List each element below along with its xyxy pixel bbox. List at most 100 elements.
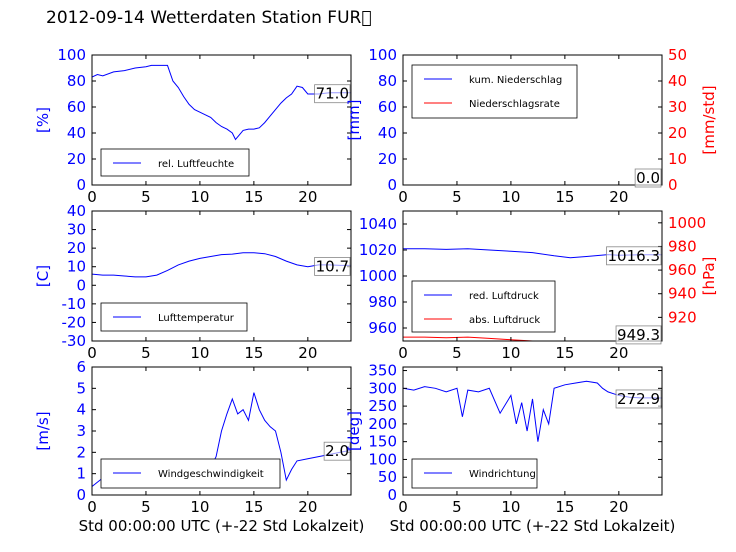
value-label2-pressure: 949.3 — [617, 326, 660, 344]
legend-box-pressure — [411, 280, 556, 333]
x-tick-label-temperature: 0 — [87, 344, 97, 362]
value-label-wind_speed: 2.0 — [325, 442, 349, 460]
x-tick-label-pressure: 10 — [501, 344, 520, 362]
y-tick-label-temperature: 40 — [67, 202, 86, 220]
y-tick-label-temperature: 10 — [67, 258, 86, 276]
x-tick-label-temperature: 15 — [244, 344, 263, 362]
x-tick-label-humidity: 0 — [87, 188, 97, 206]
value-label-box-temperature — [314, 257, 351, 276]
plot-frame-temperature — [91, 210, 352, 342]
x-tick-label-humidity: 15 — [244, 188, 263, 206]
x-tick-label-pressure: 15 — [555, 344, 574, 362]
y-tick-label-temperature: -10 — [62, 295, 87, 313]
y-tick-label-wind_dir: 200 — [368, 415, 397, 433]
y2-tick-label-pressure: 920 — [668, 308, 697, 326]
y-tick-label-wind_dir: 100 — [368, 450, 397, 468]
panel-wind_speed: 0 5 10 15 200123456[m/s]2.0Windgeschwindigke… — [34, 358, 352, 516]
y2-tick-label-pressure: 940 — [668, 285, 697, 303]
y-tick-label-wind_speed: 3 — [76, 422, 86, 440]
legend-box-precip — [411, 64, 578, 119]
y-tick-label-precip: 100 — [368, 46, 397, 64]
y-tick-label-humidity: 100 — [57, 46, 86, 64]
y-tick-label-temperature: 20 — [67, 239, 86, 257]
y-tick-label-precip: 80 — [378, 72, 397, 90]
x-tick-label-wind_dir: 0 — [398, 498, 408, 516]
x-tick-label-wind_dir: 10 — [501, 498, 520, 516]
y-tick-label-humidity: 60 — [67, 98, 86, 116]
y-tick-label-humidity: 20 — [67, 150, 86, 168]
x-tick-label-humidity: 5 — [141, 188, 151, 206]
figure-title: 2012-09-14 Wetterdaten Station FUR  — [46, 8, 372, 28]
y2-tick-label-precip: 0 — [668, 176, 678, 194]
legend-label-temperature: Lufttemperatur — [158, 313, 235, 324]
y2-axis-label-pressure: [hPa] — [700, 257, 718, 296]
y-tick-label-wind_dir: 300 — [368, 379, 397, 397]
value-label-box-wind_dir — [615, 389, 662, 409]
legend-label-humidity: rel. Luftfeuchte — [158, 159, 234, 170]
series-line-pressure-1 — [403, 336, 537, 341]
x-tick-label-temperature: 5 — [141, 344, 151, 362]
y-tick-label-wind_dir: 250 — [368, 397, 397, 415]
value-label-box-pressure — [606, 246, 662, 266]
y-axis-label-wind_speed: [m/s] — [34, 411, 52, 450]
y-axis-label-wind_dir: [deg] — [345, 411, 363, 451]
plot-frame-precip — [402, 54, 663, 186]
series-line-humidity-0 — [92, 64, 351, 141]
y-tick-label-precip: 20 — [378, 150, 397, 168]
value-label2-box-pressure — [615, 325, 662, 345]
x-tick-label-pressure: 5 — [452, 344, 462, 362]
y-tick-label-humidity: 80 — [67, 72, 86, 90]
y-tick-label-wind_dir: 0 — [387, 486, 397, 504]
legend-label-precip: kum. Niederschlag — [469, 75, 562, 86]
y-axis-label-temperature: [C] — [34, 265, 52, 287]
panel-wind_dir: 0 5 10 15 20050100150200250300350[deg]272.9W… — [345, 362, 663, 516]
y-axis-label-precip: [mm] — [345, 100, 363, 141]
y-tick-label-wind_dir: 150 — [368, 433, 397, 451]
y2-tick-label-pressure: 1000 — [668, 214, 706, 232]
x-axis-label-left: Std 00:00:00 UTC (+-22 Std Lokalzeit) — [79, 517, 365, 535]
y-axis-label-humidity: [%] — [34, 107, 52, 133]
y2-axis-label-precip: [mm/std] — [700, 85, 718, 154]
x-tick-label-humidity: 20 — [298, 188, 317, 206]
y-tick-label-temperature: 0 — [76, 276, 86, 294]
x-tick-label-temperature: 10 — [190, 344, 209, 362]
x-tick-label-pressure: 0 — [398, 344, 408, 362]
x-tick-label-humidity: 10 — [190, 188, 209, 206]
y-tick-label-temperature: 30 — [67, 221, 86, 239]
series-line-wind_dir-0 — [403, 380, 662, 442]
value-label-temperature: 10.7 — [316, 257, 349, 275]
y-tick-label-humidity: 40 — [67, 124, 86, 142]
value-label-box-precip — [634, 168, 662, 188]
value-label-box-wind_speed — [323, 441, 351, 461]
legend-label-precip: Niederschlagsrate — [469, 99, 560, 110]
y-tick-label-pressure: 1000 — [359, 267, 397, 285]
value-label-pressure: 1016.3 — [608, 247, 661, 265]
panel-pressure: 0 5 10 15 20 960 980 1000 1020 1040 920 940 960 980 10… — [359, 210, 718, 362]
y-tick-label-pressure: 980 — [368, 293, 397, 311]
y-tick-label-pressure: 1020 — [359, 241, 397, 259]
plot-frame-humidity — [91, 54, 352, 186]
y-tick-label-temperature: -20 — [62, 313, 87, 331]
y-tick-label-precip: 0 — [387, 176, 397, 194]
x-tick-label-precip: 20 — [609, 188, 628, 206]
y2-tick-label-precip: 30 — [668, 98, 687, 116]
y2-tick-label-precip: 40 — [668, 72, 687, 90]
y-tick-label-wind_speed: 4 — [76, 401, 86, 419]
legend-label-wind_dir: Windrichtung — [469, 469, 536, 480]
y-tick-label-wind_speed: 6 — [76, 358, 86, 376]
y2-tick-label-precip: 10 — [668, 150, 687, 168]
x-tick-label-precip: 0 — [398, 188, 408, 206]
panel-humidity: 0 5 10 15 20 0 20 40 60 80 100 [%] 71.0 rel. Luftfeuc… — [34, 46, 352, 206]
series-line-temperature-0 — [92, 252, 351, 278]
y-tick-label-temperature: -30 — [62, 332, 87, 350]
value-label-humidity: 71.0 — [316, 85, 349, 103]
value-label-precip: 0.0 — [636, 169, 660, 187]
y2-tick-label-precip: 50 — [668, 46, 687, 64]
legend-label-pressure: red. Luftdruck — [469, 291, 539, 302]
x-tick-label-wind_speed: 0 — [87, 498, 97, 516]
y-tick-label-wind_speed: 1 — [76, 465, 86, 483]
y-tick-label-precip: 40 — [378, 124, 397, 142]
x-tick-label-precip: 15 — [555, 188, 574, 206]
x-tick-label-temperature: 20 — [298, 344, 317, 362]
